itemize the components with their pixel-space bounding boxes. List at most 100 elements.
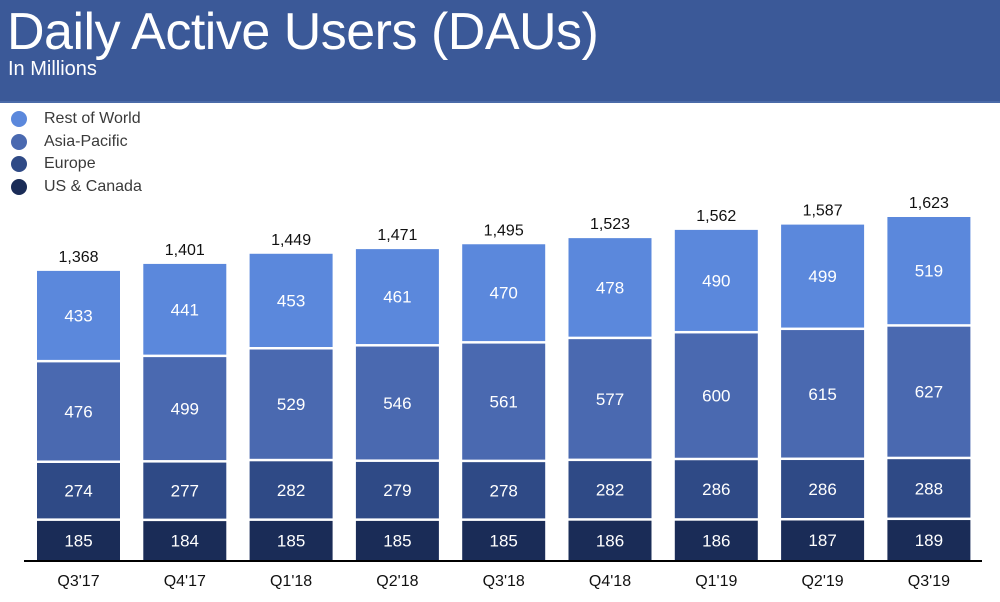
bar-total-label: 1,449 <box>271 232 311 249</box>
bar-segment-asia-pacific <box>462 343 546 460</box>
x-tick-label: Q3'17 <box>57 573 99 590</box>
bar-segment-us-canada <box>781 520 865 560</box>
legend-label: US & Canada <box>44 177 142 195</box>
bar-segment-europe <box>37 462 120 519</box>
segment-value-label: 519 <box>915 262 943 281</box>
segment-value-label: 185 <box>490 531 518 550</box>
segment-value-label: 577 <box>596 390 624 409</box>
bar-segment-us-canada <box>674 520 758 560</box>
legend-dot-icon <box>11 133 27 150</box>
bar-total-label: 1,523 <box>590 216 630 233</box>
bar-segment-asia-pacific <box>37 362 120 461</box>
bar-segment-rest-of-world <box>887 217 971 325</box>
x-tick-label: Q3'19 <box>908 573 950 590</box>
legend-dot-icon <box>11 111 27 128</box>
bar-segment-asia-pacific <box>355 346 439 460</box>
segment-value-label: 433 <box>64 306 92 325</box>
bar-segment-rest-of-world <box>37 270 120 360</box>
legend-label: Rest of World <box>44 110 141 128</box>
x-tick-label: Q4'18 <box>589 573 631 590</box>
segment-value-label: 187 <box>808 531 836 550</box>
bar-total-label: 1,623 <box>909 195 949 212</box>
legend-item-europe: Europe <box>10 153 142 176</box>
bar-segment-rest-of-world <box>462 244 546 342</box>
page-subtitle: In Millions <box>8 58 97 80</box>
chart-legend: Rest of World Asia-Pacific Europe US & C… <box>10 108 142 198</box>
x-tick-label: Q4'17 <box>164 573 206 590</box>
segment-value-label: 490 <box>702 271 730 290</box>
bar-segment-asia-pacific <box>781 330 865 458</box>
segment-value-label: 186 <box>596 531 624 550</box>
segment-value-label: 470 <box>490 284 518 303</box>
bar-total-label: 1,401 <box>165 242 205 259</box>
segment-value-label: 186 <box>702 531 730 550</box>
bar-total-label: 1,495 <box>484 222 524 239</box>
bar-segment-rest-of-world <box>143 263 227 355</box>
segment-value-label: 627 <box>915 383 943 402</box>
bar-segment-rest-of-world <box>568 238 652 337</box>
bar-segment-us-canada <box>143 521 227 560</box>
bar-total-label: 1,562 <box>696 208 736 225</box>
x-tick-label: Q1'18 <box>270 573 312 590</box>
bar-segment-europe <box>887 459 971 518</box>
segment-value-label: 185 <box>383 531 411 550</box>
bar-total-label: 1,587 <box>803 203 843 220</box>
segment-value-label: 499 <box>171 400 199 419</box>
legend-dot-icon <box>11 178 27 195</box>
segment-value-label: 288 <box>915 479 943 498</box>
bar-segment-us-canada <box>568 520 652 560</box>
segment-value-label: 615 <box>808 385 836 404</box>
legend-dot-icon <box>11 156 27 173</box>
segment-value-label: 274 <box>64 482 92 501</box>
bar-segment-asia-pacific <box>887 326 971 457</box>
bar-segment-us-canada <box>37 520 120 560</box>
bar-segment-us-canada <box>355 520 439 560</box>
segment-value-label: 476 <box>64 402 92 421</box>
bar-segment-rest-of-world <box>674 229 758 331</box>
segment-value-label: 546 <box>383 394 411 413</box>
segment-value-label: 286 <box>702 480 730 499</box>
bar-segment-europe <box>568 461 652 519</box>
bar-total-label: 1,368 <box>58 249 98 266</box>
segment-value-label: 529 <box>277 395 305 414</box>
bar-segment-europe <box>355 461 439 519</box>
segment-value-label: 189 <box>915 531 943 550</box>
page-title: Daily Active Users (DAUs) <box>7 3 599 61</box>
segment-value-label: 478 <box>596 278 624 297</box>
segment-value-label: 441 <box>171 300 199 319</box>
segment-value-label: 282 <box>277 481 305 500</box>
x-tick-label: Q2'18 <box>376 573 418 590</box>
x-tick-label: Q2'19 <box>801 573 843 590</box>
bar-segment-europe <box>781 460 865 518</box>
bar-segment-europe <box>249 461 333 519</box>
bar-segment-us-canada <box>462 520 546 560</box>
x-tick-label: Q1'19 <box>695 573 737 590</box>
segment-value-label: 499 <box>808 267 836 286</box>
segment-value-label: 461 <box>383 288 411 307</box>
segment-value-label: 286 <box>808 480 836 499</box>
bar-segment-us-canada <box>887 520 971 560</box>
segment-value-label: 278 <box>490 481 518 500</box>
segment-value-label: 282 <box>596 481 624 500</box>
legend-label: Europe <box>44 155 96 173</box>
segment-value-label: 279 <box>383 481 411 500</box>
segment-value-label: 600 <box>702 387 730 406</box>
bar-segment-europe <box>674 460 758 519</box>
bar-segment-asia-pacific <box>568 339 652 459</box>
bar-segment-us-canada <box>249 520 333 560</box>
x-tick-label: Q3'18 <box>483 573 525 590</box>
bar-total-label: 1,471 <box>377 227 417 244</box>
legend-item-asia-pacific: Asia-Pacific <box>10 131 142 154</box>
segment-value-label: 453 <box>277 291 305 310</box>
bar-segment-europe <box>462 462 546 519</box>
bar-segment-rest-of-world <box>781 224 865 328</box>
segment-value-label: 277 <box>171 482 199 501</box>
legend-label: Asia-Pacific <box>44 132 128 150</box>
legend-item-us-canada: US & Canada <box>10 176 142 199</box>
bar-segment-asia-pacific <box>674 333 758 458</box>
segment-value-label: 184 <box>171 532 199 551</box>
segment-value-label: 561 <box>490 393 518 412</box>
legend-item-rest-of-world: Rest of World <box>10 108 142 131</box>
header-banner: Daily Active Users (DAUs) In Millions <box>0 0 1000 103</box>
